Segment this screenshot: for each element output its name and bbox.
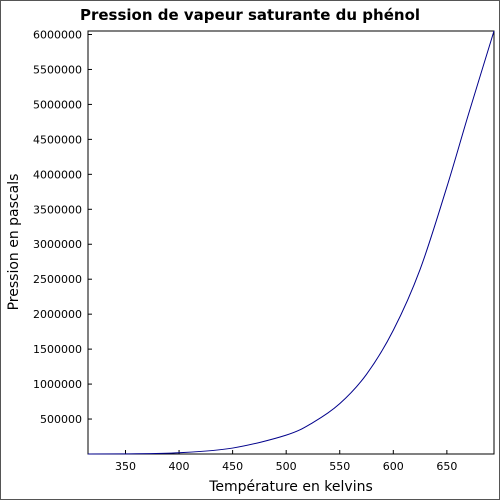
y-tick-label: 4000000 xyxy=(33,168,82,181)
series-layer xyxy=(87,30,495,455)
x-tick-label: 500 xyxy=(276,460,297,473)
x-axis-label: Température en kelvins xyxy=(208,479,373,495)
y-tick-label: 2500000 xyxy=(33,273,82,286)
y-tick-label: 3500000 xyxy=(33,203,82,216)
y-tick-label: 1500000 xyxy=(33,343,82,356)
y-tick-label: 3000000 xyxy=(33,238,82,251)
x-tick-label: 450 xyxy=(222,460,243,473)
x-tick-label: 600 xyxy=(383,460,404,473)
y-tick-label: 5000000 xyxy=(33,98,82,111)
series-line xyxy=(87,30,495,455)
y-axis-ticks: 500000 1000000 1500000 2000000 2500000 300000… xyxy=(33,28,92,426)
y-tick-label: 500000 xyxy=(40,413,82,426)
y-tick-label: 1000000 xyxy=(33,378,82,391)
x-tick-label: 350 xyxy=(115,460,136,473)
y-axis-label: Pression en pascals xyxy=(6,174,22,311)
y-tick-label: 6000000 xyxy=(33,28,82,41)
x-tick-label: 550 xyxy=(329,460,350,473)
y-tick-label: 4500000 xyxy=(33,133,82,146)
chart-title: Pression de vapeur saturante du phénol xyxy=(80,6,420,24)
plot-area xyxy=(87,30,495,455)
x-tick-label: 400 xyxy=(169,460,190,473)
y-tick-label: 2000000 xyxy=(33,308,82,321)
x-tick-label: 650 xyxy=(436,460,457,473)
x-axis-ticks: 350 400 450 500 550 600 650 xyxy=(115,450,457,473)
y-tick-label: 5500000 xyxy=(33,63,82,76)
